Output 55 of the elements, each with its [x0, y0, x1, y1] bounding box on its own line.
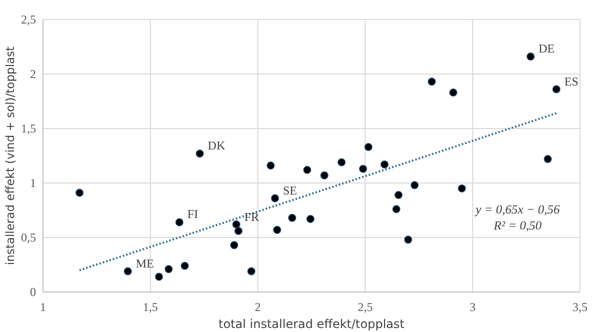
annotation: FI	[187, 207, 198, 222]
annotation: DE	[538, 42, 555, 56]
point	[303, 166, 312, 174]
point	[164, 265, 173, 274]
point	[526, 52, 535, 61]
point	[449, 88, 458, 97]
point	[544, 155, 552, 164]
point	[392, 205, 400, 214]
annotation: y = 0,65x − 0,56	[474, 202, 561, 217]
y-tick-label: 2,5	[21, 12, 36, 26]
point	[180, 262, 189, 270]
x-tick-label: 3	[470, 300, 476, 314]
point	[273, 226, 282, 234]
point	[306, 214, 314, 223]
point	[247, 267, 256, 276]
x-tick-label: 1	[40, 300, 46, 314]
annotation: ES	[564, 74, 578, 88]
point	[288, 214, 296, 222]
point	[234, 226, 242, 235]
y-tick-label: 1	[30, 176, 36, 190]
point	[175, 218, 184, 226]
point	[394, 190, 402, 199]
annotation: ME	[136, 256, 154, 270]
y-tick-label: 0,5	[21, 230, 36, 244]
point	[380, 160, 389, 168]
point	[154, 272, 163, 281]
point	[266, 162, 275, 170]
point	[196, 150, 204, 158]
y-tick-label: 0	[30, 285, 36, 299]
point	[552, 85, 560, 94]
point	[76, 188, 84, 197]
point	[428, 78, 436, 86]
point	[458, 184, 466, 192]
y-axis-title: installerad effekt (vind + sol)/topplast	[3, 46, 17, 266]
point	[404, 236, 412, 244]
x-tick-label: 2	[254, 300, 261, 314]
point	[232, 220, 240, 228]
point	[320, 171, 328, 180]
annotation: SE	[282, 183, 297, 198]
annotation: R² = 0,50	[492, 218, 542, 233]
point	[230, 241, 238, 250]
y-tick-label: 1,5	[21, 122, 36, 136]
annotation: FR	[244, 210, 260, 224]
x-axis-title: total installerad effekt/topplast	[218, 317, 405, 331]
annotation: DK	[208, 138, 226, 153]
point	[410, 181, 419, 190]
point	[364, 143, 372, 152]
x-tick-label: 2,5	[358, 300, 373, 314]
y-tick-label: 2	[30, 67, 36, 81]
point	[124, 267, 132, 276]
x-tick-label: 1,5	[142, 300, 158, 314]
point	[270, 194, 279, 202]
x-tick-label: 3,5	[572, 300, 588, 314]
point	[338, 158, 346, 166]
point	[359, 164, 368, 173]
